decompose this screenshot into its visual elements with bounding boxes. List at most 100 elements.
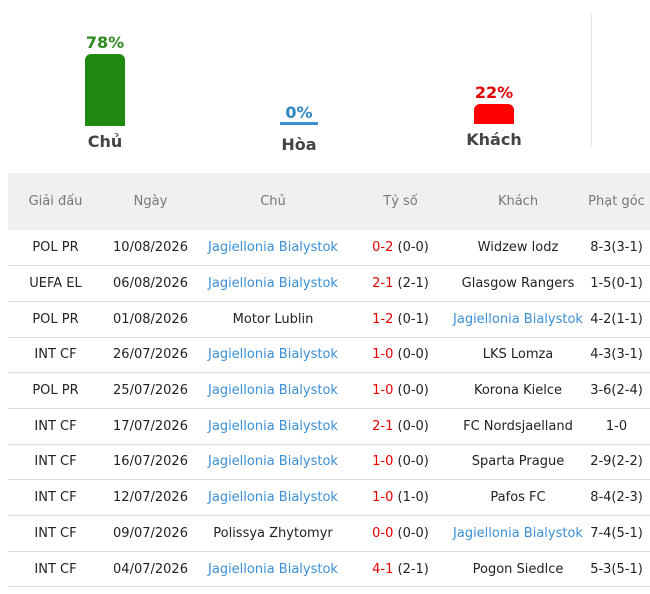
away-team-cell: LKS Lomza [482,347,554,363]
date-cell: 12/07/2026 [113,490,188,506]
score-cell: 1-2 (0-1) [348,301,453,337]
date-cell: 09/07/2026 [113,525,188,541]
corners-cell: 8-3(3-1) [590,240,643,256]
draw-bar [280,122,318,125]
table-row: INT CF 09/07/2026 Polissya Zhytomyr 0-0 (0-… [8,516,650,552]
score-cell: 2-1 (2-1) [348,266,453,302]
corners-cell: 7-4(5-1) [590,525,643,541]
header-date: Ngày [133,194,168,209]
score-cell: 0-2 (0-0) [348,230,453,266]
divider-line [591,14,592,146]
halftime-score: (0-0) [393,525,429,541]
date-cell: 06/08/2026 [113,276,188,292]
home-team-cell[interactable]: Jagiellonia Bialystok [208,383,338,399]
home-win-bar [85,54,125,126]
fulltime-score: 1-0 [372,347,394,363]
away-team-cell: Sparta Prague [471,454,565,470]
away-win-stat: 22% Khách [464,84,524,150]
competition-cell: INT CF [34,347,77,363]
halftime-score: (1-0) [393,490,429,506]
draw-percent: 0% [285,103,313,122]
score-cell: 1-0 (0-0) [348,444,453,480]
table-row: INT CF 16/07/2026 Jagiellonia Bialystok 1-0… [8,444,650,480]
score-cell: 2-1 (0-0) [348,408,453,444]
date-cell: 04/07/2026 [113,561,188,577]
date-cell: 16/07/2026 [113,454,188,470]
table-row: POL PR 25/07/2026 Jagiellonia Bialystok 1-0… [8,373,650,409]
halftime-score: (0-0) [393,454,429,470]
competition-cell: INT CF [34,561,77,577]
competition-cell: POL PR [32,311,79,327]
corners-cell: 5-3(5-1) [590,561,643,577]
competition-cell: INT CF [34,525,77,541]
home-team-cell[interactable]: Jagiellonia Bialystok [208,347,338,363]
table-row: POL PR 01/08/2026 Motor Lublin 1-2 (0-1) Jag… [8,301,650,338]
halftime-score: (0-0) [393,383,429,399]
table-row: POL PR 10/08/2026 Jagiellonia Bialystok 0-2… [8,230,650,266]
away-win-label: Khách [466,130,522,149]
corners-cell: 3-6(2-4) [590,383,643,399]
fulltime-score: 0-2 [372,240,394,256]
halftime-score: (2-1) [393,276,429,292]
date-cell: 25/07/2026 [113,383,188,399]
date-cell: 01/08/2026 [113,311,188,327]
home-team-cell: Polissya Zhytomyr [213,525,333,541]
header-away: Khách [497,194,539,209]
halftime-score: (2-1) [393,561,429,577]
competition-cell: UEFA EL [29,276,82,292]
halftime-score: (0-0) [393,418,429,434]
draw-label: Hòa [281,135,317,154]
away-team-cell: Pafos FC [490,490,546,506]
table-row: INT CF 04/07/2026 Jagiellonia Bialystok 4-1… [8,551,650,587]
home-team-cell[interactable]: Jagiellonia Bialystok [208,418,338,434]
home-team-cell[interactable]: Jagiellonia Bialystok [208,240,338,256]
table-row: INT CF 12/07/2026 Jagiellonia Bialystok 1-0… [8,480,650,516]
corners-cell: 1-0 [605,418,628,434]
match-history-table: Giải đấu Ngày Chủ Tỷ số Khách Phạt góc P… [8,173,650,587]
header-home: Chủ [260,194,286,209]
score-cell: 1-0 (0-0) [348,373,453,409]
corners-cell: 4-3(3-1) [590,347,643,363]
home-win-label: Chủ [87,132,123,151]
away-team-cell: Glasgow Rangers [461,276,575,292]
corners-cell: 2-9(2-2) [590,454,643,470]
corners-cell: 8-4(2-3) [590,490,643,506]
table-row: INT CF 17/07/2026 Jagiellonia Bialystok 2-1… [8,408,650,445]
table-row: INT CF 26/07/2026 Jagiellonia Bialystok 1-0… [8,337,650,373]
fulltime-score: 1-0 [372,454,394,470]
header-score: Tỷ số [383,194,418,209]
fulltime-score: 4-1 [372,561,394,577]
home-team-cell[interactable]: Jagiellonia Bialystok [208,276,338,292]
fulltime-score: 1-0 [372,383,394,399]
away-team-cell[interactable]: Jagiellonia Bialystok [453,525,583,541]
date-cell: 26/07/2026 [113,347,188,363]
fulltime-score: 1-2 [372,311,394,327]
fulltime-score: 0-0 [372,525,394,541]
fulltime-score: 2-1 [372,276,394,292]
home-team-cell[interactable]: Jagiellonia Bialystok [208,490,338,506]
home-win-stat: 78% Chủ [75,34,135,152]
away-team-cell: FC Nordsjaelland [463,418,573,434]
away-win-bar [474,104,514,124]
fulltime-score: 1-0 [372,490,394,506]
fulltime-score: 2-1 [372,418,394,434]
score-cell: 4-1 (2-1) [348,551,453,587]
halftime-score: (0-0) [393,347,429,363]
halftime-score: (0-0) [393,240,429,256]
away-team-cell[interactable]: Jagiellonia Bialystok [453,311,583,327]
home-win-percent: 78% [85,33,125,52]
halftime-score: (0-1) [393,311,429,327]
away-team-cell: Korona Kielce [473,383,563,399]
competition-cell: POL PR [32,240,79,256]
header-corners: Phạt góc [588,194,645,209]
date-cell: 17/07/2026 [113,418,188,434]
score-cell: 1-0 (0-0) [348,337,453,373]
draw-stat: 0% Hòa [269,104,329,155]
home-team-cell[interactable]: Jagiellonia Bialystok [208,454,338,470]
score-cell: 0-0 (0-0) [348,516,453,552]
header-competition: Giải đấu [28,194,83,209]
away-win-percent: 22% [474,83,514,102]
table-header-row: Giải đấu Ngày Chủ Tỷ số Khách Phạt góc [8,173,650,230]
corners-cell: 4-2(1-1) [590,311,643,327]
home-team-cell[interactable]: Jagiellonia Bialystok [208,561,338,577]
